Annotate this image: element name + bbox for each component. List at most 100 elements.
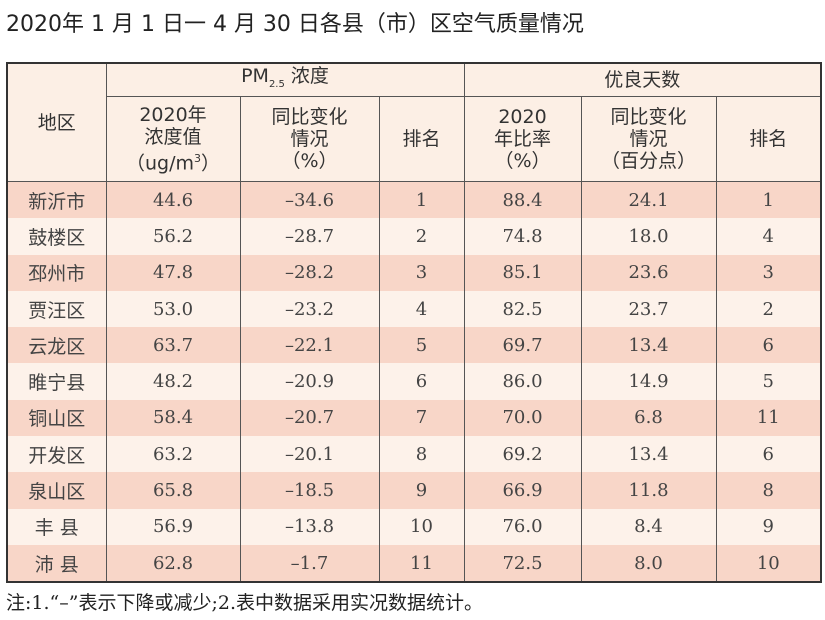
cell-pm-rank: 1 <box>378 181 464 219</box>
cell-good-rank: 5 <box>715 363 822 400</box>
cell-good-rate: 66.9 <box>463 472 581 509</box>
cell-area: 丰 县 <box>6 508 106 545</box>
cell-good-change: 13.4 <box>580 327 716 364</box>
cell-area: 贾汪区 <box>6 290 106 328</box>
cell-good-change: 8.4 <box>580 508 716 545</box>
cell-pm-rank: 7 <box>378 399 464 437</box>
air-quality-table: 地区 PM2.5 浓度 优良天数 2020年 浓度值 （ug/m3） 同比变化 情况（… <box>6 62 823 584</box>
cell-area: 铜山区 <box>6 399 106 437</box>
cell-pm-rank: 5 <box>378 327 464 364</box>
table-row: 丰 县 56.9 –13.8 10 76.0 8.4 9 <box>6 508 822 545</box>
cell-good-rank: 4 <box>715 218 822 255</box>
table-row: 泉山区 65.8 –18.5 9 66.9 11.8 8 <box>6 472 822 509</box>
cell-pm-rank: 6 <box>378 363 464 400</box>
header-good-change: 同比变化 情况 （百分点） <box>580 96 716 182</box>
cell-good-rank: 11 <box>715 399 822 437</box>
cell-pm-value: 58.4 <box>105 399 240 437</box>
header-good-rank: 排名 <box>715 96 822 182</box>
cell-pm-change: –22.1 <box>239 327 379 364</box>
table-row: 开发区 63.2 –20.1 8 69.2 13.4 6 <box>6 436 822 473</box>
cell-pm-change: –18.5 <box>239 472 379 509</box>
cell-pm-value: 53.0 <box>105 290 240 328</box>
cell-good-rate: 74.8 <box>463 218 581 255</box>
cell-pm-change: –20.1 <box>239 436 379 473</box>
cell-pm-change: –20.7 <box>239 399 379 437</box>
table-title: 2020年 1 月 1 日一 4 月 30 日各县（市）区空气质量情况 <box>6 12 584 37</box>
cell-area: 新沂市 <box>6 181 106 219</box>
cell-pm-change: –1.7 <box>239 544 379 583</box>
cell-pm-rank: 10 <box>378 508 464 545</box>
cell-pm-change: –34.6 <box>239 181 379 219</box>
cell-area: 云龙区 <box>6 327 106 364</box>
header-pm-change: 同比变化 情况 （%） <box>239 96 379 182</box>
header-area: 地区 <box>6 63 106 182</box>
cell-pm-value: 48.2 <box>105 363 240 400</box>
cell-pm-change: –28.2 <box>239 254 379 291</box>
cell-good-change: 23.6 <box>580 254 716 291</box>
cell-area: 鼓楼区 <box>6 218 106 255</box>
cell-good-rate: 88.4 <box>463 181 581 219</box>
cell-good-rank: 6 <box>715 436 822 473</box>
table-row: 贾汪区 53.0 –23.2 4 82.5 23.7 2 <box>6 290 822 328</box>
cell-good-rank: 3 <box>715 254 822 291</box>
header-pm-value: 2020年 浓度值 （ug/m3） <box>105 96 240 182</box>
cell-good-rate: 85.1 <box>463 254 581 291</box>
cell-pm-value: 65.8 <box>105 472 240 509</box>
cell-good-change: 8.0 <box>580 544 716 583</box>
header-pm-rank: 排名 <box>378 96 464 182</box>
cell-pm-value: 47.8 <box>105 254 240 291</box>
cell-pm-rank: 8 <box>378 436 464 473</box>
cell-pm-rank: 9 <box>378 472 464 509</box>
table-row: 云龙区 63.7 –22.1 5 69.7 13.4 6 <box>6 327 822 364</box>
cell-good-rate: 69.7 <box>463 327 581 364</box>
cell-good-rank: 9 <box>715 508 822 545</box>
cell-good-change: 13.4 <box>580 436 716 473</box>
cell-good-rank: 2 <box>715 290 822 328</box>
table-row: 鼓楼区 56.2 –28.7 2 74.8 18.0 4 <box>6 218 822 255</box>
cell-pm-change: –28.7 <box>239 218 379 255</box>
table-row: 新沂市 44.6 –34.6 1 88.4 24.1 1 <box>6 181 822 219</box>
cell-good-rank: 10 <box>715 544 822 583</box>
header-good-rate: 2020 年比率 （%） <box>463 96 581 182</box>
footnote: 注:1.“–”表示下降或减少;2.表中数据采用实况数据统计。 <box>6 592 483 614</box>
table-row: 睢宁县 48.2 –20.9 6 86.0 14.9 5 <box>6 363 822 400</box>
cell-good-rate: 69.2 <box>463 436 581 473</box>
cell-pm-rank: 4 <box>378 290 464 328</box>
cell-pm-change: –20.9 <box>239 363 379 400</box>
cell-pm-change: –23.2 <box>239 290 379 328</box>
cell-area: 泉山区 <box>6 472 106 509</box>
cell-good-change: 14.9 <box>580 363 716 400</box>
cell-good-change: 6.8 <box>580 399 716 437</box>
cell-good-rank: 6 <box>715 327 822 364</box>
cell-pm-value: 44.6 <box>105 181 240 219</box>
header-good-days-group: 优良天数 <box>463 63 822 97</box>
table-row: 邳州市 47.8 –28.2 3 85.1 23.6 3 <box>6 254 822 291</box>
cell-good-rank: 8 <box>715 472 822 509</box>
cell-good-rate: 86.0 <box>463 363 581 400</box>
cell-area: 睢宁县 <box>6 363 106 400</box>
cell-good-change: 11.8 <box>580 472 716 509</box>
cell-pm-value: 56.2 <box>105 218 240 255</box>
cell-good-rate: 70.0 <box>463 399 581 437</box>
cell-good-rate: 82.5 <box>463 290 581 328</box>
cell-pm-rank: 2 <box>378 218 464 255</box>
table-row: 沛 县 62.8 –1.7 11 72.5 8.0 10 <box>6 544 822 583</box>
cell-pm-rank: 11 <box>378 544 464 583</box>
cell-good-rate: 72.5 <box>463 544 581 583</box>
table-row: 铜山区 58.4 –20.7 7 70.0 6.8 11 <box>6 399 822 437</box>
cell-pm-rank: 3 <box>378 254 464 291</box>
cell-pm-value: 62.8 <box>105 544 240 583</box>
cell-area: 沛 县 <box>6 544 106 583</box>
cell-pm-value: 56.9 <box>105 508 240 545</box>
header-pm25-group: PM2.5 浓度 <box>105 63 464 97</box>
cell-good-change: 24.1 <box>580 181 716 219</box>
cell-pm-value: 63.2 <box>105 436 240 473</box>
cell-good-rate: 76.0 <box>463 508 581 545</box>
cell-good-change: 23.7 <box>580 290 716 328</box>
cell-area: 邳州市 <box>6 254 106 291</box>
cell-pm-value: 63.7 <box>105 327 240 364</box>
cell-good-rank: 1 <box>715 181 822 219</box>
cell-pm-change: –13.8 <box>239 508 379 545</box>
cell-area: 开发区 <box>6 436 106 473</box>
cell-good-change: 18.0 <box>580 218 716 255</box>
